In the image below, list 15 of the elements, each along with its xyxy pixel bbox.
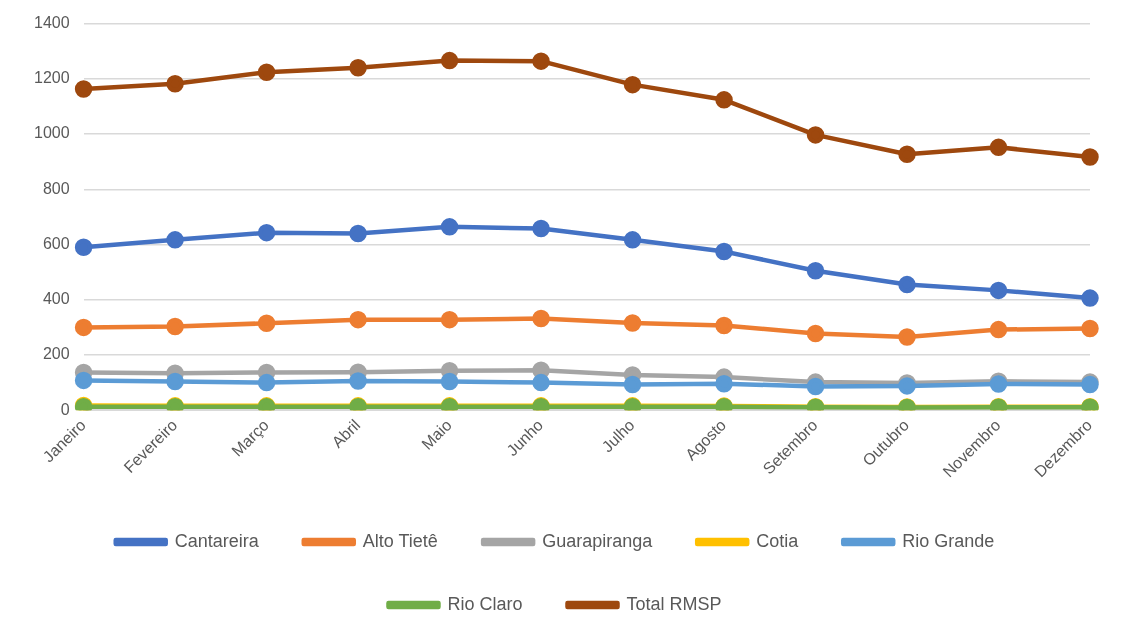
legend-label: Guarapiranga: [542, 530, 654, 551]
y-tick-label: 0: [60, 400, 70, 418]
y-tick-label: 800: [42, 179, 70, 197]
y-tick-label: 1400: [34, 14, 70, 32]
legend-label: Cotia: [756, 530, 800, 551]
legend-label: Rio Claro: [447, 593, 523, 614]
legend-label: Cantareira: [174, 530, 260, 551]
legend-label: Rio Grande: [902, 530, 995, 551]
y-tick-label: 600: [42, 234, 70, 252]
y-tick-label: 1200: [34, 69, 70, 87]
y-tick-label: 1000: [34, 124, 70, 142]
y-tick-label: 400: [42, 290, 70, 308]
legend-label: Alto Tietê: [362, 530, 438, 551]
y-tick-label: 200: [42, 345, 70, 363]
legend-label: Total RMSP: [626, 593, 722, 614]
